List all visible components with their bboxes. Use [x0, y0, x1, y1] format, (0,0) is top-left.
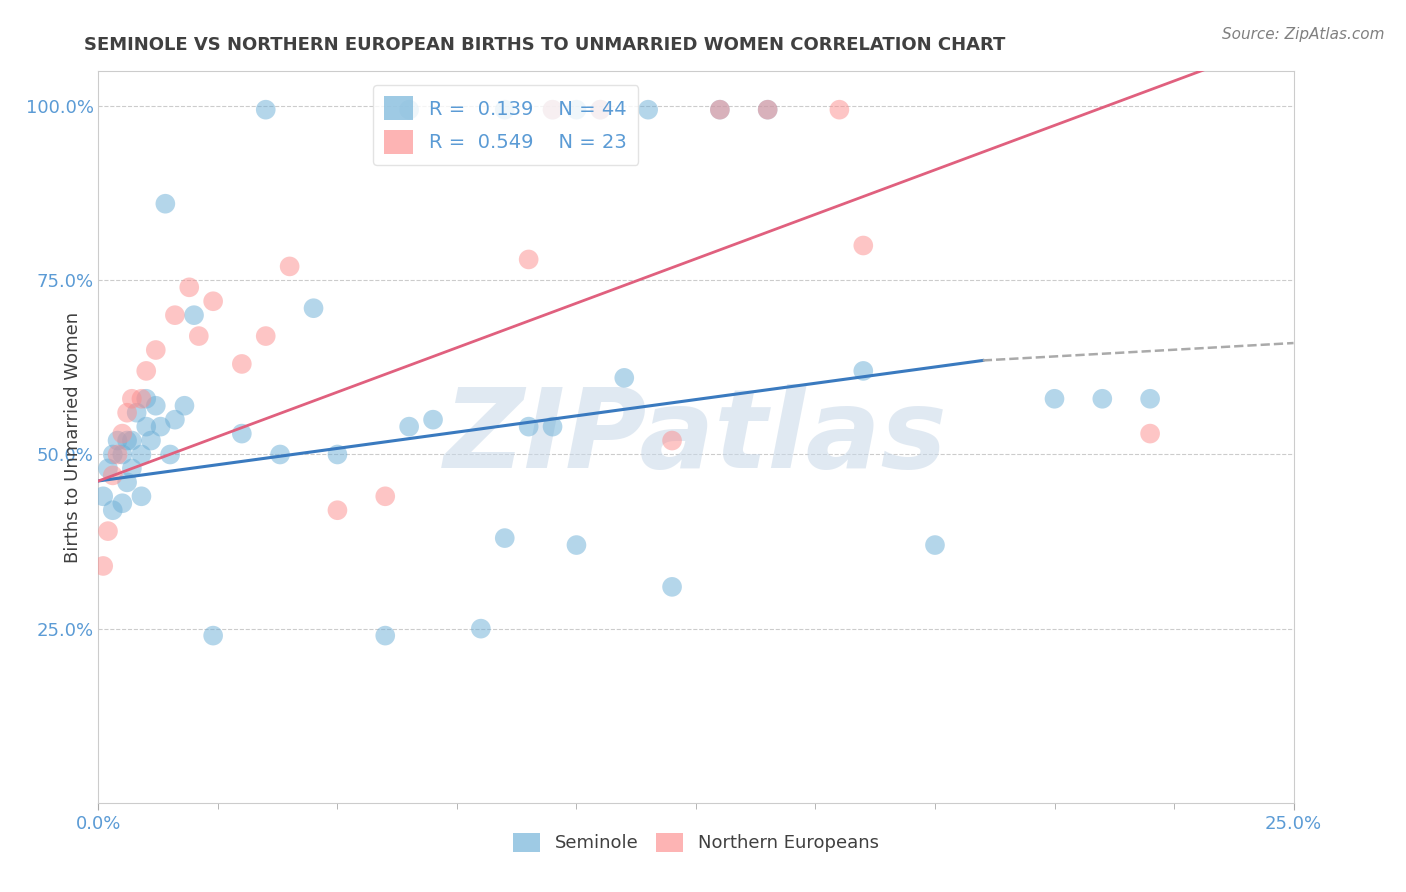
Point — [101, 448, 124, 462]
Point — [183, 308, 205, 322]
Point — [107, 448, 129, 462]
Point — [111, 496, 134, 510]
Point — [159, 448, 181, 462]
Point — [517, 252, 540, 267]
Text: Source: ZipAtlas.com: Source: ZipAtlas.com — [1222, 27, 1385, 42]
Point — [709, 103, 731, 117]
Point — [374, 489, 396, 503]
Point — [470, 622, 492, 636]
Point — [97, 461, 120, 475]
Point — [852, 364, 875, 378]
Point — [398, 103, 420, 117]
Point — [1043, 392, 1066, 406]
Point — [589, 103, 612, 117]
Point — [231, 357, 253, 371]
Point — [231, 426, 253, 441]
Point — [1091, 392, 1114, 406]
Point — [326, 503, 349, 517]
Point — [115, 434, 138, 448]
Point — [145, 343, 167, 357]
Point — [121, 461, 143, 475]
Point — [91, 558, 114, 573]
Point — [278, 260, 301, 274]
Point — [135, 419, 157, 434]
Point — [202, 294, 225, 309]
Point — [179, 280, 201, 294]
Point — [163, 412, 186, 426]
Point — [541, 103, 564, 117]
Point — [398, 419, 420, 434]
Point — [1139, 426, 1161, 441]
Point — [107, 434, 129, 448]
Point — [91, 489, 114, 503]
Point — [163, 308, 186, 322]
Point — [326, 448, 349, 462]
Point — [101, 503, 124, 517]
Point — [302, 301, 325, 316]
Point — [661, 580, 683, 594]
Point — [145, 399, 167, 413]
Point — [541, 419, 564, 434]
Point — [173, 399, 195, 413]
Point — [139, 434, 162, 448]
Point — [149, 419, 172, 434]
Point — [924, 538, 946, 552]
Point — [1139, 392, 1161, 406]
Point — [613, 371, 636, 385]
Point — [101, 468, 124, 483]
Point — [756, 103, 779, 117]
Point — [852, 238, 875, 252]
Point — [111, 426, 134, 441]
Point — [135, 392, 157, 406]
Point — [254, 329, 277, 343]
Point — [565, 538, 588, 552]
Point — [269, 448, 291, 462]
Legend: Seminole, Northern Europeans: Seminole, Northern Europeans — [506, 826, 886, 860]
Point — [517, 419, 540, 434]
Point — [202, 629, 225, 643]
Point — [541, 103, 564, 117]
Point — [131, 489, 153, 503]
Y-axis label: Births to Unmarried Women: Births to Unmarried Women — [63, 311, 82, 563]
Point — [494, 103, 516, 117]
Point — [661, 434, 683, 448]
Point — [135, 364, 157, 378]
Point — [637, 103, 659, 117]
Point — [121, 434, 143, 448]
Point — [155, 196, 177, 211]
Point — [565, 103, 588, 117]
Point — [709, 103, 731, 117]
Point — [422, 412, 444, 426]
Point — [254, 103, 277, 117]
Point — [131, 392, 153, 406]
Point — [111, 448, 134, 462]
Point — [756, 103, 779, 117]
Point — [828, 103, 851, 117]
Point — [97, 524, 120, 538]
Point — [115, 406, 138, 420]
Point — [187, 329, 209, 343]
Point — [494, 531, 516, 545]
Text: ZIPatlas: ZIPatlas — [444, 384, 948, 491]
Point — [125, 406, 148, 420]
Point — [121, 392, 143, 406]
Text: SEMINOLE VS NORTHERN EUROPEAN BIRTHS TO UNMARRIED WOMEN CORRELATION CHART: SEMINOLE VS NORTHERN EUROPEAN BIRTHS TO … — [84, 36, 1005, 54]
Point — [589, 103, 612, 117]
Point — [131, 448, 153, 462]
Point — [374, 629, 396, 643]
Point — [115, 475, 138, 490]
